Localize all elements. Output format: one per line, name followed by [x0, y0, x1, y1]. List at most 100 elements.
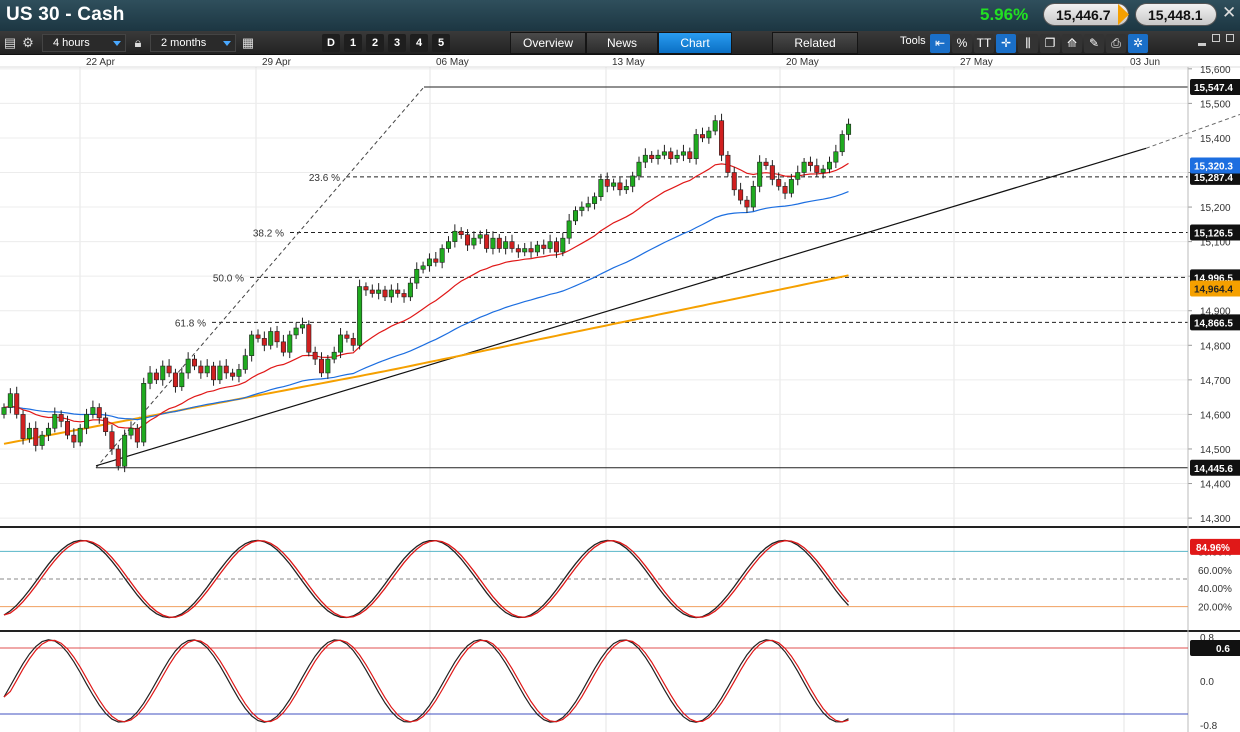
candle-body [503, 241, 509, 249]
candle-body [738, 189, 744, 201]
candle-body [642, 154, 648, 163]
candle-body [788, 179, 794, 194]
candle-body [20, 414, 26, 439]
chart-toolbar: ▤ ⚙ 4 hours 🔒︎ 2 months ▦ D 1 2 3 4 5 Ov… [0, 31, 1240, 55]
candle-body [1, 407, 7, 415]
candle-body [484, 234, 490, 249]
candle-body [801, 161, 807, 173]
candle-body [350, 338, 356, 346]
candle-body [14, 393, 20, 415]
back-arrow-icon[interactable]: ⇤ [930, 34, 950, 53]
draw-icon[interactable]: ✎ [1084, 34, 1104, 53]
period-4-button[interactable]: 4 [410, 34, 428, 52]
candle-body [515, 248, 521, 253]
price-chart[interactable]: 22 Apr 29 Apr 06 May 13 May 20 May 27 May 03 J… [0, 55, 1240, 732]
percent-button[interactable]: % [952, 34, 972, 53]
range-value: 2 months [161, 37, 207, 49]
candle-body [141, 383, 147, 443]
candle-body [236, 369, 242, 377]
candle-body [223, 365, 229, 374]
restore-icon[interactable] [1212, 34, 1220, 42]
calendar-icon[interactable]: ▦ [241, 35, 255, 50]
minimize-icon[interactable] [1198, 43, 1206, 46]
candle-body [655, 154, 661, 159]
candle-body [395, 289, 401, 294]
candle-body [388, 289, 394, 298]
candle-body [109, 431, 115, 450]
candle-body [534, 244, 540, 253]
candle-body [553, 241, 559, 253]
high-price-tag: 15,547.4 [1194, 83, 1233, 94]
indicator-icon[interactable]: ⟰ [1062, 34, 1082, 53]
settings-tools-icon[interactable]: ✲ [1128, 34, 1148, 53]
candle-body [185, 358, 191, 374]
candle-body [115, 448, 121, 467]
x-tick-label: 03 Jun [1130, 57, 1160, 68]
candle-body [147, 372, 153, 384]
candle-body [731, 172, 737, 191]
high-price-tag-bg [1190, 79, 1240, 96]
stochastic-panel: 80.00%60.00%40.00%20.00%84.96% [0, 538, 1240, 619]
candle-body [293, 327, 299, 336]
daily-change: 5.96% [980, 5, 1029, 24]
candle-body [668, 151, 674, 159]
gear-icon[interactable]: ⚙ [22, 35, 34, 50]
period-3-button[interactable]: 3 [388, 34, 406, 52]
candle-body [52, 414, 58, 429]
crosshair-icon[interactable]: ✛ [996, 34, 1016, 53]
period-5-button[interactable]: 5 [432, 34, 450, 52]
print-icon[interactable]: ⎙ [1106, 34, 1126, 53]
fib-label: 38.2 % [253, 228, 284, 239]
osc-main-line [3, 639, 849, 723]
candle-body [280, 341, 286, 353]
maximize-icon[interactable] [1226, 34, 1234, 42]
windows-icon[interactable]: ❐ [1040, 34, 1060, 53]
candle-type-icon[interactable]: ⫼ [1018, 34, 1038, 53]
sell-price-button[interactable]: 15,446.7 [1043, 3, 1129, 26]
lock-icon[interactable]: 🔒︎ [134, 35, 142, 50]
candle-body [496, 237, 502, 249]
oscillator-panel: 0.8 0.0 -0.8 0.6 [0, 633, 1240, 732]
candle-body [623, 186, 629, 191]
tab-overview[interactable]: Overview [510, 32, 586, 54]
tab-chart[interactable]: Chart [658, 32, 732, 54]
buy-price-button[interactable]: 15,448.1 [1135, 3, 1217, 26]
range-select[interactable]: 2 months [150, 34, 236, 52]
candle-body [769, 165, 775, 180]
menu-icon[interactable]: ▤ [3, 35, 17, 50]
x-tick-label: 06 May [436, 57, 469, 68]
candle-body [26, 427, 32, 439]
y-tick-label: 15,200 [1200, 203, 1231, 214]
y-tick-label: 15,600 [1200, 65, 1231, 76]
candle-body [242, 355, 248, 370]
period-d-button[interactable]: D [322, 34, 340, 52]
period-1-button[interactable]: 1 [344, 34, 362, 52]
text-tool-button[interactable]: TT [974, 34, 994, 53]
stoch-value-bg [1190, 538, 1240, 555]
candle-body [471, 237, 477, 246]
candle-body [90, 407, 96, 415]
fib-label: 50.0 % [213, 273, 244, 284]
interval-select[interactable]: 4 hours [42, 34, 126, 52]
candle-body [230, 372, 236, 377]
tab-related[interactable]: Related [772, 32, 858, 54]
candle-body [839, 134, 845, 153]
candle-body [192, 358, 198, 367]
period-2-button[interactable]: 2 [366, 34, 384, 52]
low-price-tag-bg [1190, 459, 1240, 476]
y-tick-label: 14,400 [1200, 480, 1231, 491]
candle-body [445, 241, 451, 249]
candle-body [287, 334, 293, 353]
tab-news[interactable]: News [586, 32, 658, 54]
candle-body [71, 434, 77, 443]
candle-body [433, 258, 439, 263]
candle-body [757, 161, 763, 187]
y-tick-label: 14,300 [1200, 514, 1231, 525]
candle-body [560, 237, 566, 253]
candle-body [592, 196, 598, 204]
chart-grid [0, 67, 1240, 732]
stoch-tick-label: 60.00% [1198, 566, 1232, 577]
close-icon[interactable]: ✕ [1222, 3, 1237, 22]
candle-body [699, 134, 705, 139]
candle-body [661, 151, 667, 156]
